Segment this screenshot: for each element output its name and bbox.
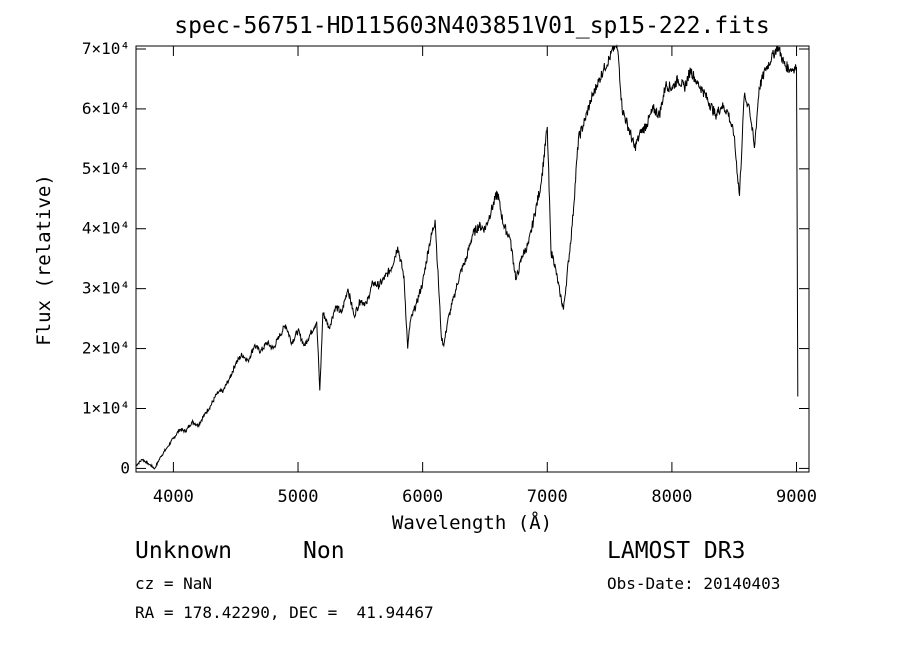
x-tick-label: 8000 [651, 487, 692, 507]
y-tick-label: 0 [120, 458, 130, 477]
chart-title: spec-56751-HD115603N403851V01_sp15-222.f… [174, 13, 769, 39]
survey-name: LAMOST DR3 [607, 538, 746, 564]
y-tick-label: 5×10⁴ [82, 159, 130, 178]
object-name: Unknown [135, 538, 232, 564]
x-tick-label: 6000 [402, 487, 443, 507]
redshift-value: cz = NaN [135, 574, 213, 593]
y-axis-label: Flux (relative) [33, 174, 55, 346]
x-tick-label: 9000 [776, 487, 817, 507]
spectrum-line [135, 44, 799, 470]
x-tick-label: 5000 [278, 487, 319, 507]
y-tick-label: 3×10⁴ [82, 279, 130, 298]
coordinates: RA = 178.42290, DEC = 41.94467 [135, 603, 434, 622]
plot-frame [135, 45, 810, 473]
axes-group: 4000 5000 6000 7000 8000 9000 0 1×10⁴ 2×10⁴ 3×10⁴… [82, 39, 817, 507]
y-tick-label: 4×10⁴ [82, 219, 130, 238]
x-tick-label: 4000 [153, 487, 194, 507]
y-tick-label: 6×10⁴ [82, 99, 130, 118]
y-tick-label: 7×10⁴ [82, 39, 130, 58]
y-tick-label: 1×10⁴ [82, 398, 130, 417]
x-axis-label: Wavelength (Å) [392, 511, 552, 534]
data-group [135, 44, 799, 470]
y-tick-label: 2×10⁴ [82, 339, 130, 358]
observation-date: Obs-Date: 20140403 [607, 574, 781, 593]
object-type: Non [303, 538, 345, 564]
x-tick-label: 7000 [527, 487, 568, 507]
